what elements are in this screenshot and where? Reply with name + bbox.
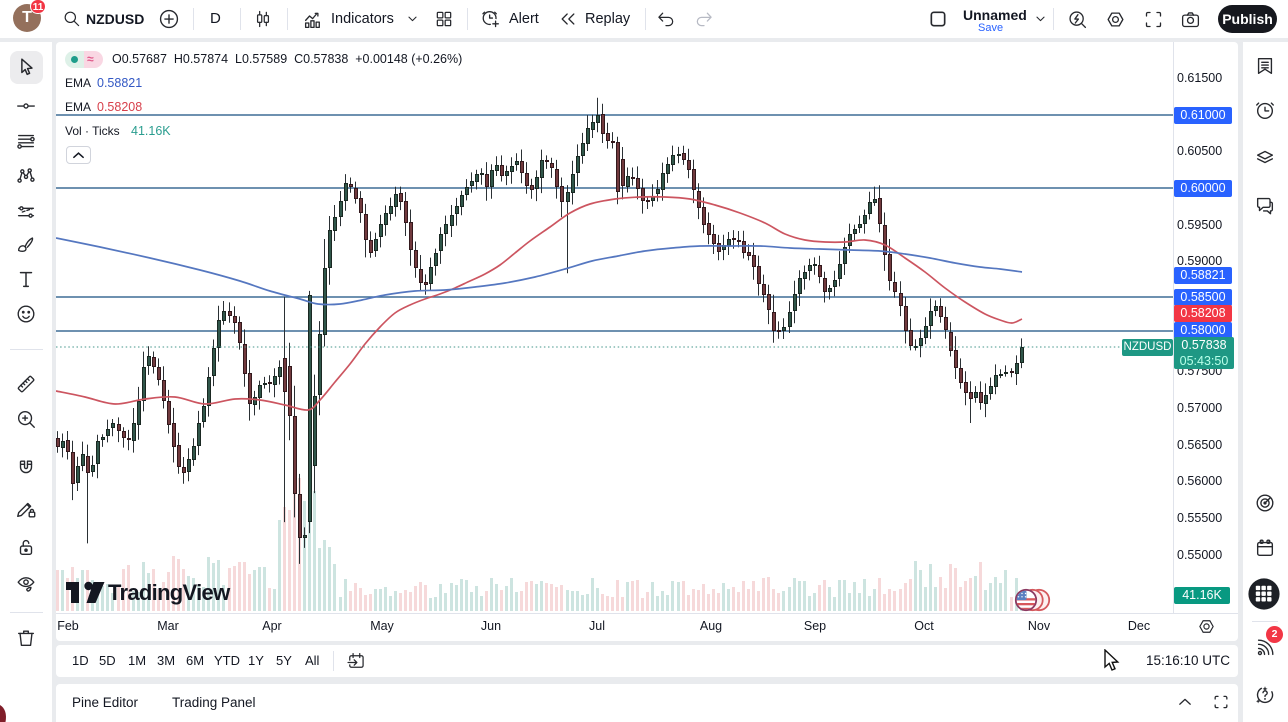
svg-text:TradingView: TradingView xyxy=(108,580,231,605)
